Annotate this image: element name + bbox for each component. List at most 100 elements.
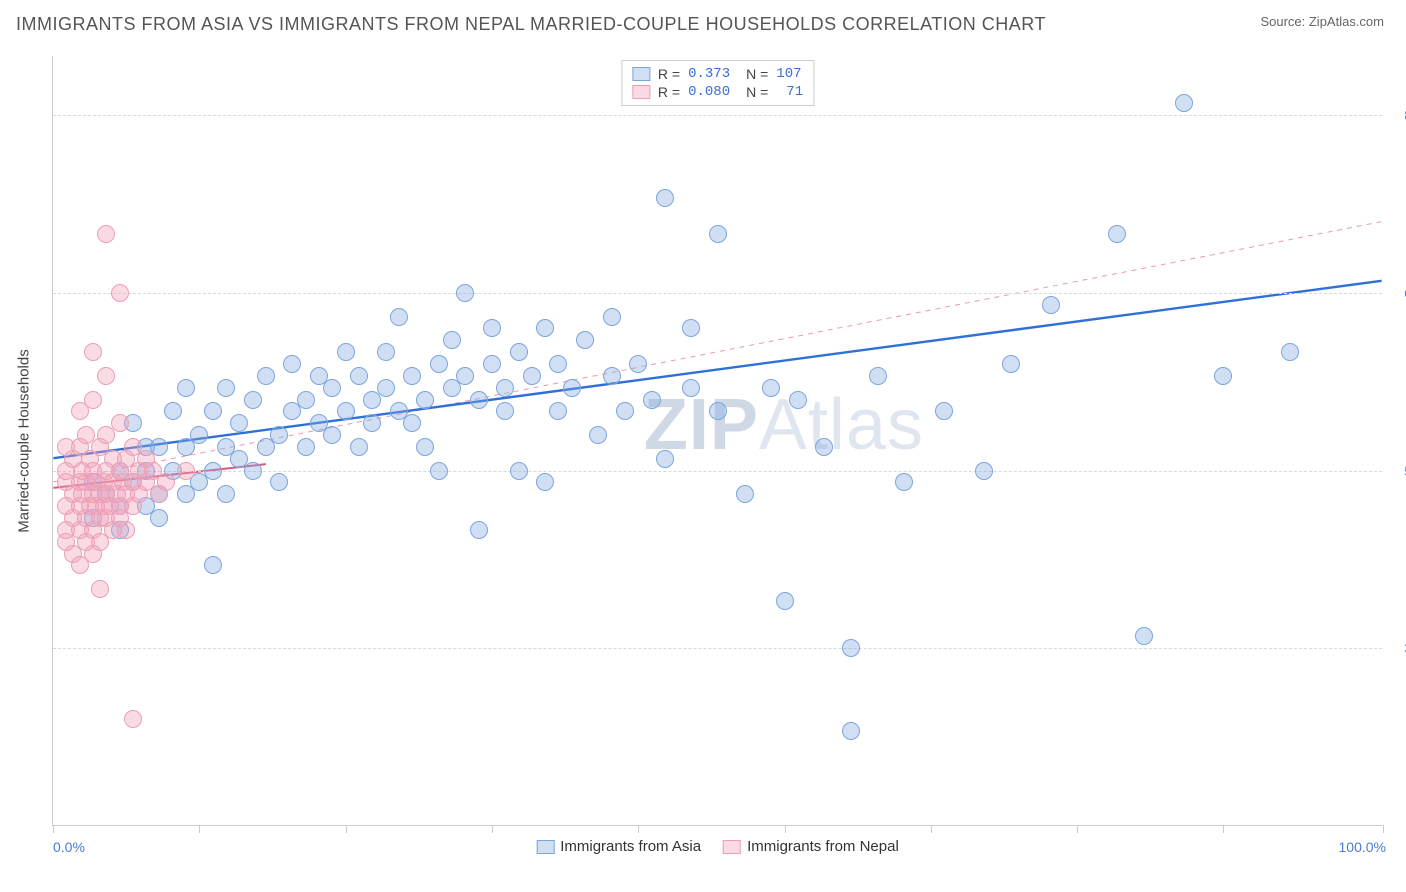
data-point-asia: [204, 462, 222, 480]
data-point-asia: [643, 391, 661, 409]
legend-series: Immigrants from Asia Immigrants from Nep…: [536, 838, 899, 855]
data-point-asia: [164, 402, 182, 420]
data-point-asia: [337, 343, 355, 361]
data-point-asia: [430, 355, 448, 373]
data-point-asia: [523, 367, 541, 385]
chart-title: IMMIGRANTS FROM ASIA VS IMMIGRANTS FROM …: [16, 14, 1046, 35]
x-tick: [1383, 825, 1384, 833]
x-min-label: 0.0%: [53, 839, 85, 855]
n-label: N =: [746, 66, 768, 82]
data-point-nepal: [84, 343, 102, 361]
legend-row-nepal: R = 0.080 N = 71: [632, 83, 803, 101]
data-point-asia: [257, 367, 275, 385]
data-point-asia: [363, 414, 381, 432]
data-point-asia: [456, 367, 474, 385]
gridline: [53, 115, 1382, 116]
data-point-nepal: [97, 225, 115, 243]
data-point-asia: [1214, 367, 1232, 385]
data-point-asia: [842, 639, 860, 657]
trend-line: [53, 222, 1381, 482]
data-point-asia: [1175, 94, 1193, 112]
swatch-nepal: [632, 85, 650, 99]
data-point-nepal: [124, 710, 142, 728]
data-point-asia: [283, 355, 301, 373]
plot-area: ZIPAtlas R = 0.373 N = 107 R = 0.080 N =…: [52, 56, 1382, 826]
n-value-nepal: 71: [776, 84, 803, 100]
data-point-nepal: [97, 367, 115, 385]
data-point-asia: [377, 379, 395, 397]
data-point-asia: [377, 343, 395, 361]
legend-item-asia: Immigrants from Asia: [536, 838, 701, 855]
data-point-asia: [682, 379, 700, 397]
data-point-asia: [510, 343, 528, 361]
x-tick: [1077, 825, 1078, 833]
data-point-asia: [350, 367, 368, 385]
trend-lines: [53, 56, 1382, 825]
data-point-asia: [430, 462, 448, 480]
x-tick: [638, 825, 639, 833]
data-point-asia: [390, 308, 408, 326]
data-point-nepal: [177, 462, 195, 480]
data-point-asia: [297, 438, 315, 456]
data-point-asia: [230, 414, 248, 432]
watermark-light: Atlas: [759, 385, 924, 465]
data-point-asia: [496, 402, 514, 420]
gridline: [53, 293, 1382, 294]
watermark: ZIPAtlas: [644, 384, 924, 466]
data-point-asia: [789, 391, 807, 409]
data-point-asia: [935, 402, 953, 420]
data-point-nepal: [111, 414, 129, 432]
data-point-asia: [190, 426, 208, 444]
data-point-asia: [549, 355, 567, 373]
data-point-asia: [403, 367, 421, 385]
x-tick: [346, 825, 347, 833]
gridline: [53, 648, 1382, 649]
swatch-nepal: [723, 840, 741, 854]
data-point-asia: [709, 225, 727, 243]
data-point-asia: [244, 391, 262, 409]
data-point-asia: [403, 414, 421, 432]
data-point-asia: [589, 426, 607, 444]
swatch-asia: [536, 840, 554, 854]
data-point-asia: [204, 556, 222, 574]
data-point-asia: [656, 189, 674, 207]
data-point-asia: [470, 521, 488, 539]
data-point-asia: [549, 402, 567, 420]
data-point-asia: [536, 319, 554, 337]
x-tick: [931, 825, 932, 833]
data-point-asia: [603, 367, 621, 385]
data-point-asia: [470, 391, 488, 409]
source-name: ZipAtlas.com: [1309, 14, 1384, 29]
source-attribution: Source: ZipAtlas.com: [1260, 14, 1384, 29]
data-point-asia: [217, 485, 235, 503]
x-tick: [492, 825, 493, 833]
data-point-asia: [323, 379, 341, 397]
chart-container: Married-couple Households ZIPAtlas R = 0…: [42, 56, 1392, 826]
data-point-asia: [576, 331, 594, 349]
trend-line: [53, 281, 1381, 458]
data-point-nepal: [117, 521, 135, 539]
data-point-asia: [536, 473, 554, 491]
data-point-asia: [150, 509, 168, 527]
legend-item-nepal: Immigrants from Nepal: [723, 838, 899, 855]
legend-row-asia: R = 0.373 N = 107: [632, 65, 803, 83]
data-point-asia: [483, 355, 501, 373]
data-point-asia: [1002, 355, 1020, 373]
data-point-asia: [603, 308, 621, 326]
data-point-asia: [1042, 296, 1060, 314]
swatch-asia: [632, 67, 650, 81]
data-point-asia: [656, 450, 674, 468]
data-point-asia: [762, 379, 780, 397]
x-tick: [53, 825, 54, 833]
data-point-asia: [629, 355, 647, 373]
data-point-asia: [270, 426, 288, 444]
data-point-asia: [736, 485, 754, 503]
data-point-asia: [443, 331, 461, 349]
data-point-asia: [510, 462, 528, 480]
data-point-asia: [1281, 343, 1299, 361]
data-point-asia: [815, 438, 833, 456]
data-point-asia: [563, 379, 581, 397]
legend-label-nepal: Immigrants from Nepal: [747, 838, 899, 855]
data-point-asia: [416, 391, 434, 409]
data-point-asia: [975, 462, 993, 480]
